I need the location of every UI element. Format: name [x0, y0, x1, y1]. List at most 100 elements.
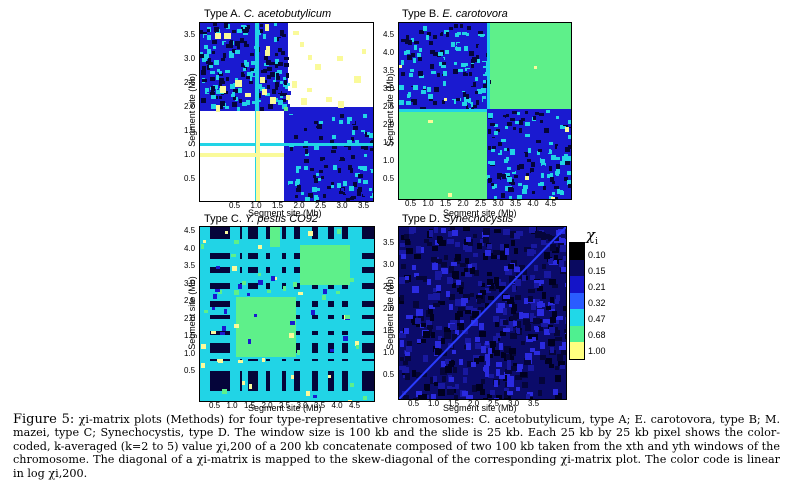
y-tick-label: 3.5: [383, 238, 395, 247]
heat-noise: [316, 173, 319, 176]
heat-noise: [483, 84, 488, 88]
heat-noise: [405, 351, 410, 356]
heat-noise: [487, 394, 492, 398]
heat-noise: [485, 370, 489, 377]
heat-noise: [489, 354, 493, 358]
panel-d-title: Type D. Synechocystis: [402, 213, 513, 225]
heat-noise: [515, 375, 522, 380]
heat-noise: [411, 316, 416, 323]
heat-noise: [247, 90, 251, 95]
heat-noise: [538, 149, 542, 152]
heat-noise: [306, 391, 310, 396]
heat-noise: [529, 250, 536, 254]
heat-noise: [437, 36, 440, 40]
heat-noise: [478, 31, 483, 34]
heat-noise: [266, 46, 270, 50]
heat-noise: [434, 84, 437, 89]
heat-noise: [505, 369, 512, 374]
heat-noise: [213, 46, 216, 49]
heat-noise: [547, 174, 550, 178]
heat-noise: [242, 102, 247, 106]
heat-noise: [224, 309, 227, 314]
heat-vband: [334, 227, 342, 401]
heat-block: [236, 297, 296, 357]
heat-noise: [339, 157, 344, 161]
heat-noise: [546, 306, 551, 310]
heat-noise: [298, 292, 303, 295]
heat-noise: [532, 134, 536, 137]
heat-noise: [567, 124, 571, 127]
heat-noise: [207, 49, 211, 54]
heat-noise: [457, 94, 462, 98]
heat-noise: [278, 48, 282, 52]
heat-noise: [527, 159, 531, 162]
heat-noise: [472, 36, 475, 40]
heat-noise: [428, 120, 433, 123]
heat-noise: [462, 32, 467, 35]
heat-noise: [493, 250, 500, 255]
heat-noise: [339, 124, 342, 127]
heat-noise: [539, 377, 545, 384]
heat-noise: [336, 291, 340, 294]
heat-noise: [291, 375, 294, 379]
heat-noise: [461, 272, 465, 276]
heat-noise: [238, 88, 242, 93]
heat-noise: [425, 384, 430, 391]
heat-noise: [561, 126, 566, 129]
x-tick-label: 2.5: [475, 199, 487, 208]
heat-noise: [481, 346, 486, 353]
heat-noise: [475, 91, 478, 94]
heat-noise: [546, 113, 549, 116]
heat-noise: [480, 290, 486, 295]
heat-noise: [507, 177, 512, 182]
heat-noise: [528, 334, 532, 339]
heat-noise: [457, 43, 461, 47]
heat-noise: [406, 248, 413, 254]
heat-noise: [465, 35, 468, 40]
heat-noise: [508, 264, 514, 269]
heat-noise: [305, 248, 308, 253]
heat-noise: [296, 179, 300, 182]
heat-noise: [430, 314, 434, 321]
heat-noise: [429, 41, 433, 45]
heat-noise: [525, 353, 532, 360]
x-tick-label: 3.5: [528, 399, 540, 408]
heat-noise: [413, 301, 419, 308]
heat-noise: [409, 73, 413, 77]
heat-noise: [426, 68, 431, 73]
heat-noise: [304, 128, 307, 131]
heat-noise: [544, 166, 547, 171]
heat-noise: [504, 391, 508, 398]
x-tick-label: 0.5: [229, 201, 241, 210]
y-tick-label: 2.0: [184, 313, 196, 323]
heat-noise: [468, 81, 473, 86]
heat-noise: [428, 294, 434, 300]
heat-noise: [494, 398, 499, 399]
panel-d-type: Type D.: [402, 213, 440, 225]
heat-noise: [399, 56, 402, 61]
heat-noise: [407, 94, 410, 98]
heat-noise: [488, 129, 491, 134]
heat-noise: [476, 55, 479, 60]
heat-noise: [504, 388, 509, 392]
heat-noise: [310, 198, 314, 201]
heat-noise: [539, 280, 544, 284]
heat-noise: [514, 175, 518, 178]
heat-noise: [346, 198, 350, 201]
heat-noise: [443, 71, 447, 76]
heat-noise: [275, 59, 279, 64]
heat-noise: [466, 306, 473, 311]
heat-noise: [284, 63, 289, 67]
heat-noise: [548, 258, 553, 264]
panel-c-title: Type C. Y. pestis CO92: [204, 213, 318, 225]
heat-noise: [218, 105, 223, 109]
heat-noise: [531, 304, 536, 310]
heat-noise: [267, 75, 271, 79]
heat-noise: [250, 53, 254, 56]
heat-noise: [427, 32, 431, 36]
heat-noise: [491, 149, 495, 152]
heat-noise: [493, 316, 499, 322]
heat-noise: [372, 200, 373, 201]
heat-noise: [494, 131, 498, 135]
heat-noise: [281, 51, 285, 55]
